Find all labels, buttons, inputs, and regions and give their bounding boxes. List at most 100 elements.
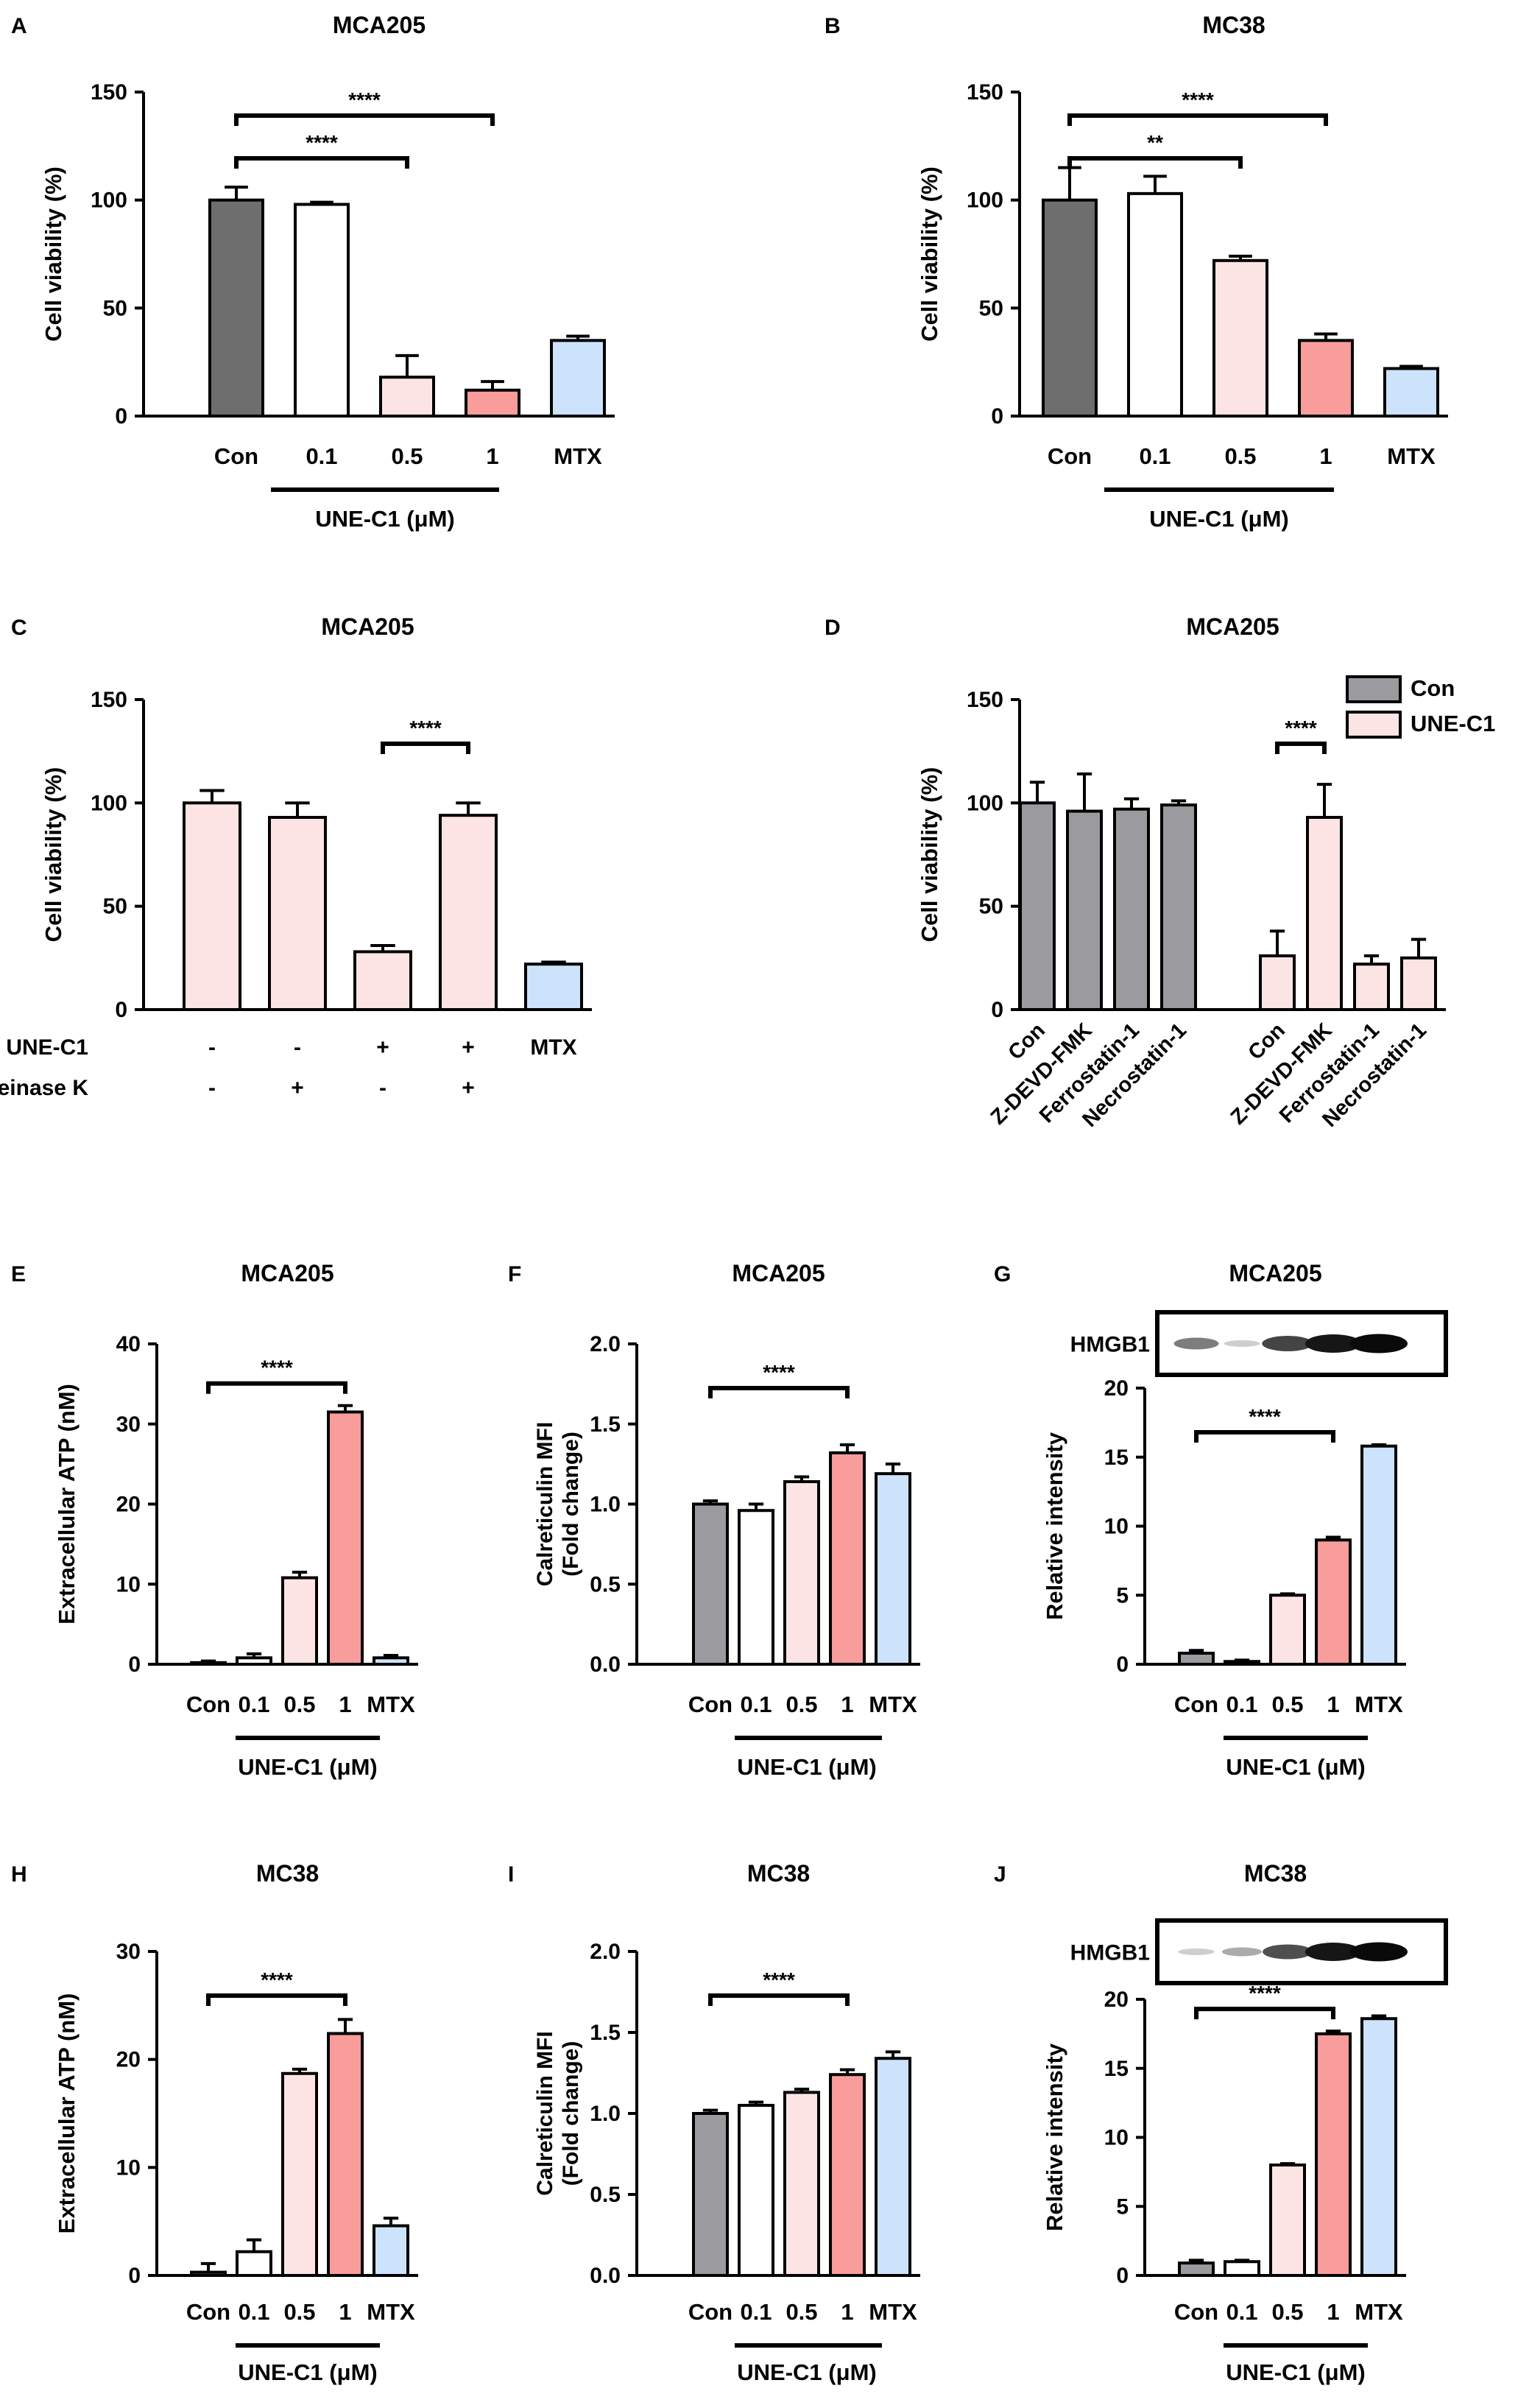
panel-title: MCA205	[333, 12, 426, 38]
category-label: MTX	[869, 2299, 917, 2325]
legend-label: UNE-C1	[1411, 711, 1495, 736]
y-tick-label: 0	[991, 998, 1003, 1022]
y-axis-label: Cell viability (%)	[917, 767, 942, 943]
panel-letter: D	[825, 616, 841, 640]
y-tick-label: 0	[128, 1652, 141, 1677]
blot-label: HMGB1	[1070, 1333, 1150, 1357]
bar	[738, 1509, 774, 1666]
significance-bracket	[1067, 156, 1243, 169]
category-label: 0.1	[740, 1691, 772, 1717]
y-tick-label: 2.0	[590, 1940, 621, 1964]
bar	[236, 2250, 272, 2278]
y-tick-label: 100	[967, 189, 1003, 213]
category-label: 0.1	[740, 2299, 772, 2325]
significance-label: ****	[1182, 88, 1214, 111]
category-label: 0.1	[1226, 1691, 1257, 1717]
y-tick-label: 150	[967, 80, 1003, 105]
bar	[327, 2032, 364, 2277]
category-label: Con	[186, 2299, 230, 2325]
significance-bracket	[206, 1381, 347, 1394]
y-tick-label: 2.0	[590, 1332, 621, 1356]
bar	[208, 198, 264, 418]
blot-band	[1224, 1340, 1260, 1347]
category-label: 1	[486, 443, 498, 469]
group-label: UNE-C1 (μM)	[315, 506, 454, 532]
bar	[783, 1480, 820, 1666]
bar	[1315, 2032, 1352, 2277]
y-tick-label: 0	[1116, 1652, 1129, 1677]
significance-label: ****	[409, 717, 442, 739]
y-tick-label: 0	[128, 2264, 141, 2288]
y-tick-label: 15	[1104, 1446, 1129, 1470]
significance-bracket	[1194, 2007, 1335, 2020]
significance-label: ****	[261, 1968, 293, 1991]
bar	[692, 2112, 729, 2277]
bar	[281, 1576, 318, 1666]
category-label: Con	[1174, 2299, 1218, 2325]
group-label: UNE-C1 (μM)	[238, 2359, 377, 2385]
group-label: UNE-C1 (μM)	[737, 1754, 876, 1780]
bar	[281, 2071, 318, 2278]
y-tick-label: 5	[1116, 1583, 1129, 1608]
y-axis-label: Cell viability (%)	[40, 166, 66, 342]
bar	[1178, 1652, 1215, 1666]
panel-h: H MC38 0 10 20 30 Extracellular ATP (nM) Con 0.1…	[11, 1860, 418, 2385]
panel-title: MC38	[747, 1860, 810, 1887]
bar	[439, 814, 498, 1011]
y-tick-label: 0.0	[590, 1652, 621, 1677]
bar	[353, 950, 412, 1011]
significance-bracket	[1067, 113, 1328, 126]
panel-title: MC38	[1244, 1860, 1307, 1887]
panel-g: G MCA205 0 5 10 15 20 Relative intensity Con 0.1 0…	[994, 1260, 1448, 1780]
row-value: +	[462, 1076, 475, 1100]
significance-label: ****	[763, 1361, 795, 1384]
y-axis-label: Relative intensity	[1042, 2043, 1067, 2231]
panel-letter: B	[825, 14, 841, 38]
blot-band	[1350, 1942, 1408, 1962]
group-label: UNE-C1 (μM)	[737, 2359, 876, 2385]
bar	[190, 2270, 227, 2278]
y-tick-label: 0	[115, 998, 127, 1022]
y-tick-label: 5	[1116, 2194, 1129, 2219]
y-tick-label: 0.0	[590, 2264, 621, 2288]
bar	[738, 2104, 774, 2277]
panel-title: MC38	[1202, 12, 1265, 38]
legend-label: Con	[1411, 675, 1455, 701]
y-tick-label: 10	[116, 2155, 141, 2180]
category-label: Con	[186, 1691, 230, 1717]
panel-f: F MCA205 0.0 0.5 1.0 1.5 2.0 Calreticulin MFI (F…	[508, 1260, 920, 1780]
significance-label: ****	[348, 88, 381, 111]
y-tick-label: 50	[103, 895, 127, 919]
bar	[783, 2091, 820, 2277]
category-label: Con	[688, 1691, 732, 1717]
panel-i: I MC38 0.0 0.5 1.0 1.5 2.0 Calreticulin MFI (Fol…	[508, 1860, 920, 2385]
panel-letter: H	[11, 1862, 27, 1887]
significance-bracket	[234, 113, 495, 126]
bar	[1019, 801, 1056, 1012]
significance-bracket	[234, 156, 409, 169]
y-tick-label: 0	[115, 404, 127, 429]
category-label: 1	[841, 2299, 853, 2325]
group-label: UNE-C1 (μM)	[1226, 2359, 1365, 2385]
panel-title: MCA205	[241, 1260, 333, 1286]
y-axis-label: Extracellular ATP (nM)	[54, 1993, 80, 2234]
panel-letter: C	[11, 616, 27, 640]
bar	[373, 1656, 409, 1666]
panel-title: MCA205	[1229, 1260, 1321, 1286]
bar	[1178, 2261, 1215, 2277]
y-tick-label: 0	[991, 404, 1003, 429]
category-label: MTX	[1387, 443, 1436, 469]
significance-bracket	[1194, 1430, 1335, 1443]
category-label: 1	[1327, 1691, 1339, 1717]
category-label: 0.5	[1271, 2299, 1303, 2325]
panel-letter: G	[994, 1262, 1011, 1286]
category-label: 1	[339, 2299, 351, 2325]
category-label: 0.5	[391, 443, 423, 469]
category-label: MTX	[1355, 1691, 1403, 1717]
significance-bracket	[708, 1386, 850, 1398]
bar	[327, 1410, 364, 1666]
bar	[550, 339, 606, 418]
category-label: 0.5	[283, 2299, 315, 2325]
panel-title: MC38	[256, 1860, 319, 1887]
